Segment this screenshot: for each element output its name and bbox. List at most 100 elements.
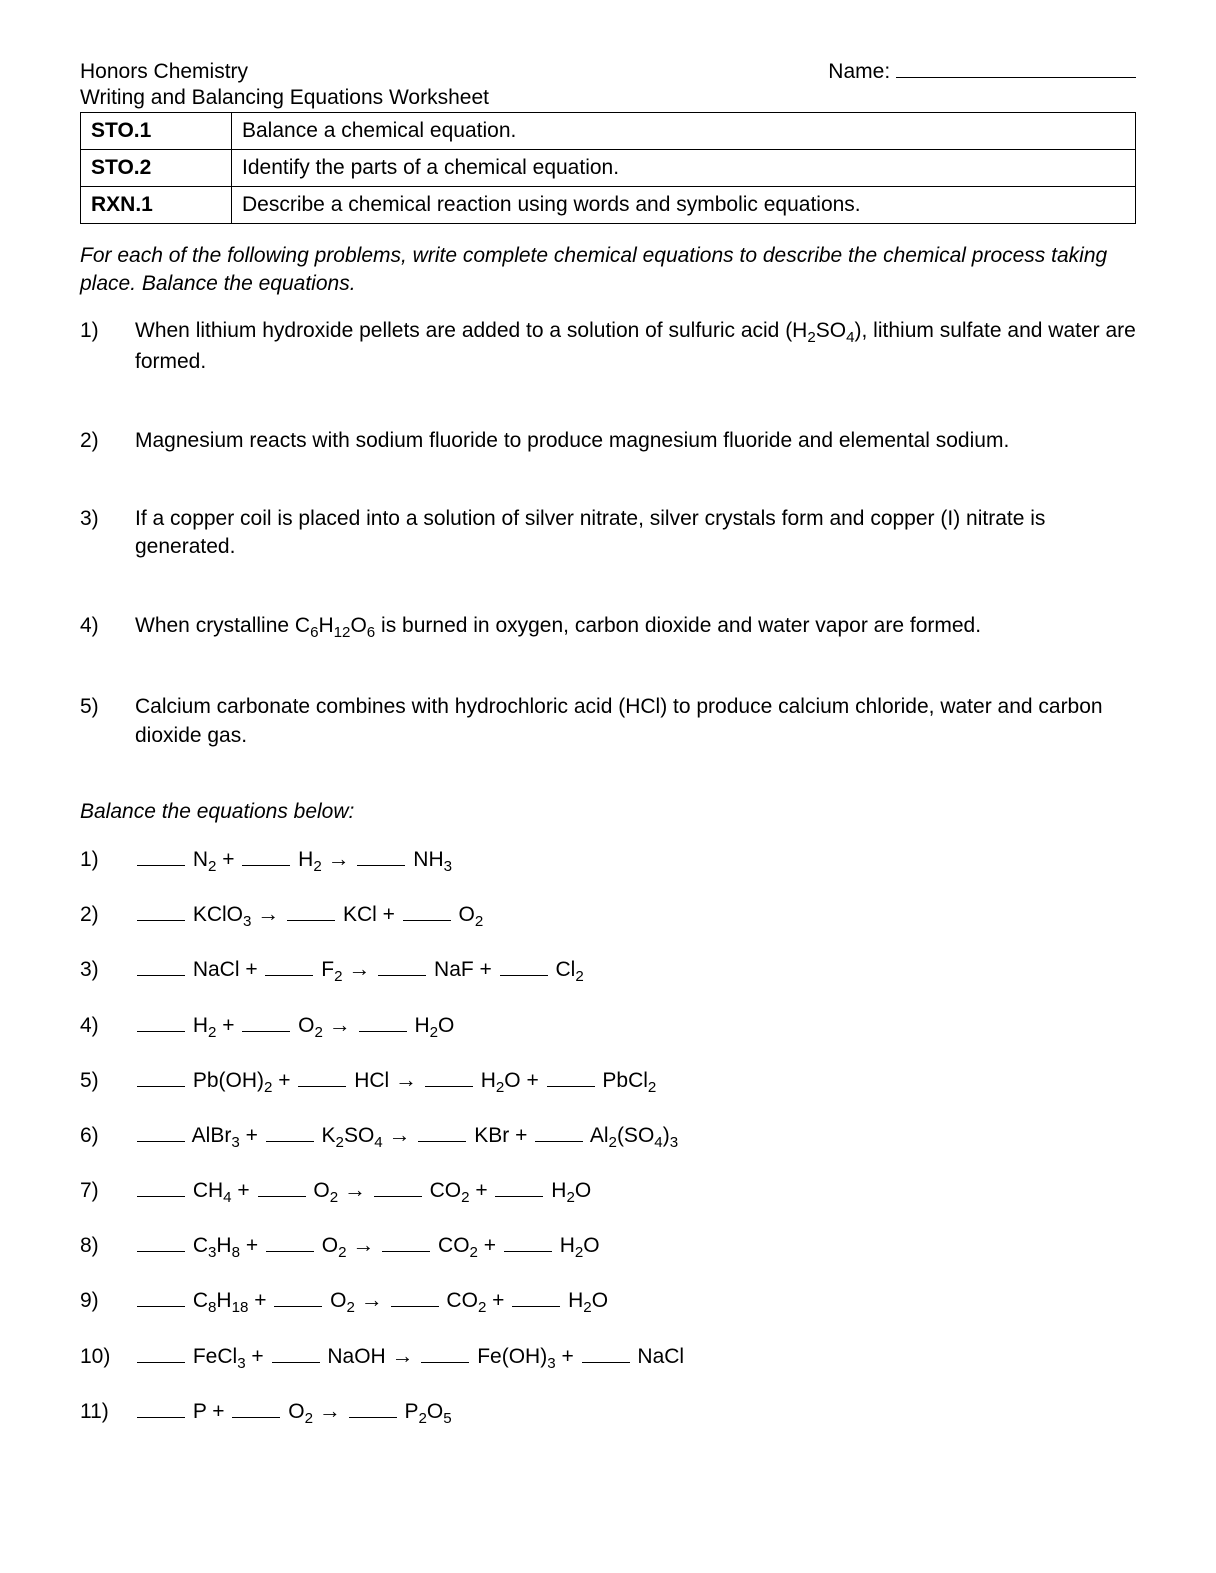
coefficient-blank[interactable]: [137, 1232, 185, 1252]
problem-number: 5): [80, 693, 135, 750]
equation-body: C8H18 + O2 → CO2 + H2O: [135, 1287, 1136, 1316]
coefficient-blank[interactable]: [403, 901, 451, 921]
problem-number: 3): [80, 505, 135, 562]
objective-row: STO.1Balance a chemical equation.: [81, 113, 1136, 150]
equation-number: 1): [80, 848, 135, 872]
equation-body: KClO3 → KCl + O2: [135, 901, 1136, 930]
coefficient-blank[interactable]: [382, 1232, 430, 1252]
coefficient-blank[interactable]: [266, 1122, 314, 1142]
balance-heading: Balance the equations below:: [80, 800, 1136, 824]
equation-body: NaCl + F2 → NaF + Cl2: [135, 956, 1136, 985]
equation-number: 4): [80, 1014, 135, 1038]
coefficient-blank[interactable]: [265, 956, 313, 976]
equation-number: 6): [80, 1124, 135, 1148]
coefficient-blank[interactable]: [391, 1288, 439, 1308]
objective-desc: Identify the parts of a chemical equatio…: [232, 150, 1136, 187]
problem-number: 4): [80, 612, 135, 644]
problem-number: 2): [80, 427, 135, 455]
equation-body: Pb(OH)2 + HCl → H2O + PbCl2: [135, 1067, 1136, 1096]
equation-row: 10) FeCl3 + NaOH → Fe(OH)3 + NaCl: [80, 1343, 1136, 1372]
coefficient-blank[interactable]: [378, 956, 426, 976]
coefficient-blank[interactable]: [272, 1343, 320, 1363]
coefficient-blank[interactable]: [137, 901, 185, 921]
equation-row: 6) AlBr3 + K2SO4 → KBr + Al2(SO4)3: [80, 1122, 1136, 1151]
equation-body: P + O2 → P2O5: [135, 1398, 1136, 1427]
worksheet-subtitle: Writing and Balancing Equations Workshee…: [80, 86, 1136, 110]
name-field: Name:: [828, 60, 1136, 84]
equation-body: N2 + H2 → NH3: [135, 846, 1136, 875]
coefficient-blank[interactable]: [287, 901, 335, 921]
coefficient-blank[interactable]: [137, 1012, 185, 1032]
coefficient-blank[interactable]: [137, 1122, 185, 1142]
equation-row: 5) Pb(OH)2 + HCl → H2O + PbCl2: [80, 1067, 1136, 1096]
instructions-text: For each of the following problems, writ…: [80, 242, 1136, 299]
coefficient-blank[interactable]: [421, 1343, 469, 1363]
coefficient-blank[interactable]: [137, 1288, 185, 1308]
coefficient-blank[interactable]: [137, 1398, 185, 1418]
problem-text: Magnesium reacts with sodium fluoride to…: [135, 427, 1136, 455]
equation-body: H2 + O2 → H2O: [135, 1012, 1136, 1041]
coefficient-blank[interactable]: [274, 1288, 322, 1308]
coefficient-blank[interactable]: [137, 1343, 185, 1363]
equation-number: 2): [80, 903, 135, 927]
coefficient-blank[interactable]: [232, 1398, 280, 1418]
coefficient-blank[interactable]: [418, 1122, 466, 1142]
equation-row: 9) C8H18 + O2 → CO2 + H2O: [80, 1287, 1136, 1316]
worksheet-page: Honors Chemistry Name: Writing and Balan…: [0, 0, 1216, 1573]
objectives-table: STO.1Balance a chemical equation.STO.2Id…: [80, 112, 1136, 224]
objective-desc: Describe a chemical reaction using words…: [232, 187, 1136, 224]
equation-row: 11) P + O2 → P2O5: [80, 1398, 1136, 1427]
coefficient-blank[interactable]: [425, 1067, 473, 1087]
objective-code: STO.2: [81, 150, 232, 187]
equation-number: 8): [80, 1234, 135, 1258]
objective-code: STO.1: [81, 113, 232, 150]
name-blank-line[interactable]: [896, 77, 1136, 78]
coefficient-blank[interactable]: [258, 1177, 306, 1197]
word-problem: 2)Magnesium reacts with sodium fluoride …: [80, 427, 1136, 455]
equation-number: 3): [80, 958, 135, 982]
coefficient-blank[interactable]: [242, 1012, 290, 1032]
objective-row: RXN.1Describe a chemical reaction using …: [81, 187, 1136, 224]
equation-body: CH4 + O2 → CO2 + H2O: [135, 1177, 1136, 1206]
equation-row: 7) CH4 + O2 → CO2 + H2O: [80, 1177, 1136, 1206]
course-title: Honors Chemistry: [80, 60, 248, 84]
equation-number: 10): [80, 1345, 135, 1369]
coefficient-blank[interactable]: [298, 1067, 346, 1087]
coefficient-blank[interactable]: [359, 1012, 407, 1032]
equation-body: AlBr3 + K2SO4 → KBr + Al2(SO4)3: [135, 1122, 1136, 1151]
balance-equations-list: 1) N2 + H2 → NH3 2) KClO3 → KCl + O2 3) Na…: [80, 846, 1136, 1427]
coefficient-blank[interactable]: [504, 1232, 552, 1252]
objective-code: RXN.1: [81, 187, 232, 224]
coefficient-blank[interactable]: [349, 1398, 397, 1418]
equation-number: 5): [80, 1069, 135, 1093]
word-problem: 4)When crystalline C6H12O6 is burned in …: [80, 612, 1136, 644]
equation-number: 7): [80, 1179, 135, 1203]
word-problem: 3)If a copper coil is placed into a solu…: [80, 505, 1136, 562]
header-row: Honors Chemistry Name:: [80, 60, 1136, 84]
coefficient-blank[interactable]: [547, 1067, 595, 1087]
coefficient-blank[interactable]: [512, 1288, 560, 1308]
coefficient-blank[interactable]: [495, 1177, 543, 1197]
equation-row: 1) N2 + H2 → NH3: [80, 846, 1136, 875]
problem-number: 1): [80, 317, 135, 377]
coefficient-blank[interactable]: [137, 846, 185, 866]
coefficient-blank[interactable]: [357, 846, 405, 866]
word-problem: 5)Calcium carbonate combines with hydroc…: [80, 693, 1136, 750]
objective-desc: Balance a chemical equation.: [232, 113, 1136, 150]
problem-text: When crystalline C6H12O6 is burned in ox…: [135, 612, 1136, 644]
equation-number: 9): [80, 1289, 135, 1313]
coefficient-blank[interactable]: [137, 1177, 185, 1197]
equation-body: FeCl3 + NaOH → Fe(OH)3 + NaCl: [135, 1343, 1136, 1372]
equation-row: 4) H2 + O2 → H2O: [80, 1012, 1136, 1041]
coefficient-blank[interactable]: [582, 1343, 630, 1363]
name-label: Name:: [828, 60, 890, 83]
coefficient-blank[interactable]: [137, 1067, 185, 1087]
problem-text: If a copper coil is placed into a soluti…: [135, 505, 1136, 562]
coefficient-blank[interactable]: [535, 1122, 583, 1142]
problem-text: Calcium carbonate combines with hydrochl…: [135, 693, 1136, 750]
coefficient-blank[interactable]: [500, 956, 548, 976]
coefficient-blank[interactable]: [137, 956, 185, 976]
coefficient-blank[interactable]: [266, 1232, 314, 1252]
coefficient-blank[interactable]: [374, 1177, 422, 1197]
coefficient-blank[interactable]: [242, 846, 290, 866]
